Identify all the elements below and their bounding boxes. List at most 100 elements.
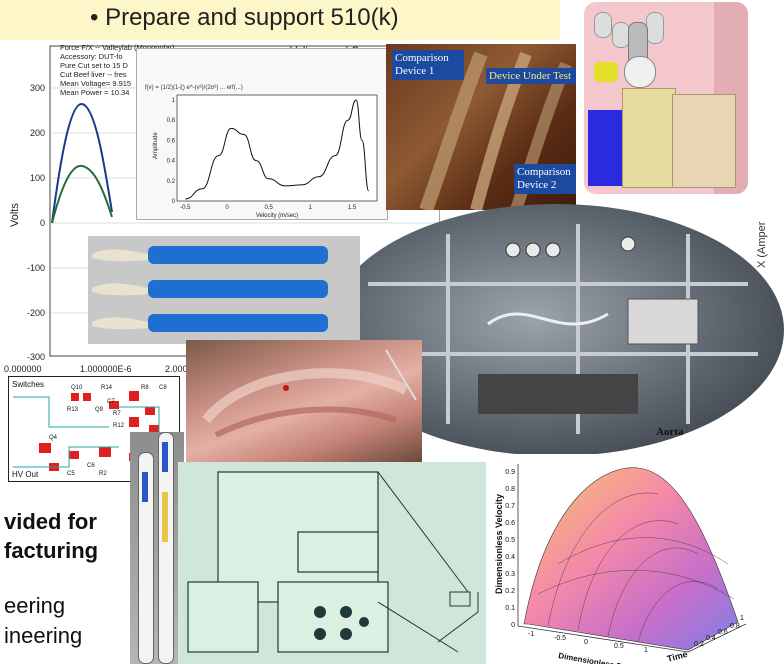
- surface-svg: 0.9 0.8 0.7 0.6 0.5 0.4 0.3 0.2 0.1 0 -1…: [494, 464, 747, 664]
- cad-mechanical-drawing: [178, 462, 486, 664]
- velocity-surface-plot: 0.9 0.8 0.7 0.6 0.5 0.4 0.3 0.2 0.1 0 -1…: [488, 454, 750, 664]
- pcb-part-r8: R8: [141, 385, 149, 391]
- bullet-glyph: •: [90, 4, 99, 31]
- y-tick-1: 1: [740, 615, 744, 622]
- velocity-x-tick: 1: [309, 205, 313, 211]
- pcb-part-c5: C5: [67, 471, 75, 477]
- cylinder-1: [594, 12, 612, 38]
- cylinder-front: [624, 56, 656, 88]
- y-tick-0.8: 0.8: [730, 623, 740, 630]
- y-tick-200: 200: [30, 128, 45, 138]
- header-banner: • Prepare and support 510(k): [0, 0, 560, 40]
- pen-2-button: [162, 492, 168, 542]
- pcb-part-c7: C7: [107, 399, 115, 405]
- plot-header-line-6: Mean Power = 10.34: [60, 88, 129, 97]
- surface-y-label: Time: [666, 649, 689, 664]
- pcb-part-q10: Q10: [71, 385, 83, 391]
- tissue-detail: [202, 349, 417, 438]
- velocity-y-tick: 0.6: [167, 138, 176, 144]
- velocity-y-label: Amplitude: [153, 132, 159, 159]
- yellow-block: [622, 88, 676, 188]
- banner-bullet-text: • Prepare and support 510(k): [90, 4, 399, 32]
- voltage-wave-1: [51, 103, 113, 224]
- x-tick-0: 0.000000: [4, 364, 42, 374]
- x-tick-m0.5: -0.5: [554, 635, 566, 642]
- blue-block: [588, 110, 622, 186]
- plot-header-line-5: Mean Voltage= 9.915: [60, 79, 131, 88]
- pcb-part-r12: R12: [113, 423, 125, 429]
- velocity-x-tick: -0.5: [180, 205, 191, 211]
- z-tick-0.3: 0.3: [505, 571, 515, 578]
- formula-text: f(v) = (1/2)(1-ξ) e^-(v²)/(2σ²) ... erf(…: [145, 85, 243, 91]
- label-comparison-2: Comparison Device 2: [514, 164, 576, 194]
- bullet-text-line-1: vided for: [4, 509, 97, 534]
- tissue-surgical-photo: [186, 340, 422, 462]
- pcb-part-q4: Q4: [49, 435, 58, 441]
- right-axis-strip: X (Amper: [752, 200, 782, 270]
- blue-electrode-probes-photo: [88, 236, 360, 344]
- bullet-text-line-4: ineering: [4, 623, 83, 648]
- tissue-comparison-photo: Comparison Device 1 Device Under Test Co…: [386, 44, 576, 210]
- label-comparison-1: Comparison Device 1: [392, 50, 464, 80]
- velocity-y-tick: 0: [172, 199, 176, 205]
- pcb-label-switches: Switches: [12, 380, 44, 389]
- cylinder-3: [646, 12, 664, 44]
- plot-header-line-3: Pure Cut set to 15 D: [60, 61, 129, 70]
- velocity-y-tick: 1: [172, 98, 176, 104]
- y-tick-100: 100: [30, 173, 45, 183]
- z-tick-0.2: 0.2: [505, 588, 515, 595]
- pcb-part-c8: C8: [159, 385, 167, 391]
- z-tick-0.8: 0.8: [505, 486, 515, 493]
- pen-1-button: [142, 472, 148, 502]
- y-tick-m100: -100: [27, 263, 45, 273]
- x-tick-0: 0: [584, 639, 588, 646]
- velocity-curve: [185, 99, 370, 200]
- y-tick-m300: -300: [27, 352, 45, 362]
- plot-header-line-4: Cut Beef liver -- fres: [60, 70, 127, 79]
- y-tick-0.6: 0.6: [718, 629, 728, 636]
- tan-block: [672, 94, 736, 188]
- x-tick-1: 1.000000E-6: [80, 364, 132, 374]
- pcb-part-r2: R2: [99, 471, 107, 477]
- cad-render-3d: [584, 2, 748, 194]
- velocity-x-label: Velocity (m/sec): [256, 213, 298, 219]
- velocity-plot-frame: [176, 94, 378, 202]
- z-tick-0.4: 0.4: [505, 554, 515, 561]
- bullet-text-line-3: eering: [4, 593, 66, 618]
- pcb-label-hv-out: HV Out: [12, 470, 39, 479]
- z-tick-0: 0: [511, 622, 515, 629]
- velocity-distribution-plot: f(v) = (1/2)(1-ξ) e^-(v²)/(2σ²) ... erf(…: [136, 48, 388, 220]
- z-tick-0.6: 0.6: [505, 520, 515, 527]
- pcb-part-c6: C6: [87, 463, 95, 469]
- velocity-x-tick: 0: [225, 205, 229, 211]
- plot-header-line-1: Force F/X -- Valleylab (Monopolar): [60, 43, 175, 52]
- y-tick-0.2: 0.2: [694, 641, 704, 648]
- surface-x-label: Dimensionless Radius: [558, 651, 644, 664]
- pcb-part-r7: R7: [113, 411, 121, 417]
- pcb-part-r14: R14: [101, 385, 113, 391]
- z-tick-0.5: 0.5: [505, 537, 515, 544]
- y-axis-label: Volts: [9, 203, 21, 227]
- voltage-wave-2: [51, 164, 113, 224]
- z-tick-0.7: 0.7: [505, 503, 515, 510]
- velocity-y-tick: 0.4: [167, 159, 176, 165]
- label-device-under-test: Device Under Test: [486, 68, 576, 84]
- pen-electrodes-photo: [130, 432, 184, 664]
- y-tick-0.4: 0.4: [706, 635, 716, 642]
- pcb-part-q9: Q9: [95, 407, 104, 413]
- banner-text: Prepare and support 510(k): [105, 4, 399, 31]
- x-tick-0.5: 0.5: [614, 643, 624, 650]
- cad-svg: [187, 471, 479, 653]
- right-axis-label: X (Amper: [756, 221, 768, 268]
- x-tick-m1: -1: [528, 631, 534, 638]
- aorta-label: Aorta: [656, 426, 684, 438]
- velocity-plot-svg: f(v) = (1/2)(1-ξ) e^-(v²)/(2σ²) ... erf(…: [145, 85, 378, 219]
- surface-z-label: Dimensionless Velocity: [494, 494, 504, 594]
- pen-2-cap: [162, 442, 168, 472]
- x-tick-1: 1: [644, 647, 648, 654]
- pcb-part-r13: R13: [67, 407, 79, 413]
- x-tick-2: 2.000000: [165, 364, 203, 374]
- yellow-ring: [594, 62, 618, 82]
- probes-svg: [92, 246, 328, 332]
- y-tick-300: 300: [30, 83, 45, 93]
